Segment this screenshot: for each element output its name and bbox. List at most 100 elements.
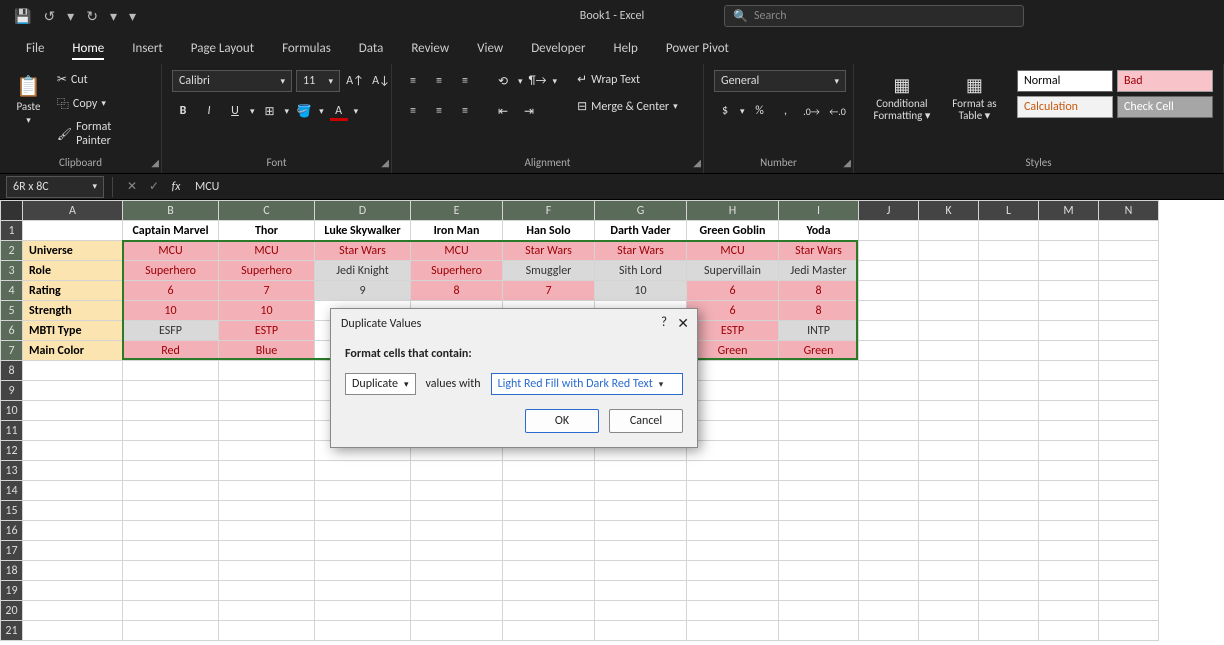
cell[interactable] <box>919 361 979 381</box>
cell[interactable] <box>919 501 979 521</box>
cell[interactable] <box>1039 621 1099 641</box>
select-all-corner[interactable] <box>1 201 23 221</box>
cell[interactable] <box>123 381 219 401</box>
cell[interactable]: Captain Marvel <box>123 221 219 241</box>
tab-insert[interactable]: Insert <box>118 35 177 62</box>
cell[interactable] <box>23 381 123 401</box>
row-header[interactable]: 4 <box>1 281 23 301</box>
dialog-launcher-icon[interactable]: ◢ <box>693 156 701 169</box>
cell[interactable] <box>859 301 919 321</box>
cell[interactable] <box>919 221 979 241</box>
cell[interactable] <box>123 541 219 561</box>
percent-icon[interactable]: % <box>749 100 771 122</box>
row-header[interactable]: 18 <box>1 561 23 581</box>
cell[interactable]: 8 <box>411 281 503 301</box>
cell[interactable] <box>919 581 979 601</box>
cell[interactable] <box>919 401 979 421</box>
align-middle-icon[interactable]: ≡ <box>428 70 450 92</box>
tab-help[interactable]: Help <box>599 35 651 62</box>
cell[interactable] <box>219 621 315 641</box>
cell[interactable] <box>1099 401 1159 421</box>
cell[interactable] <box>503 501 595 521</box>
column-header[interactable]: A <box>23 201 123 221</box>
cell[interactable] <box>979 381 1039 401</box>
border-button[interactable]: ⊞ <box>259 100 281 122</box>
cell[interactable] <box>1039 341 1099 361</box>
format-style-select[interactable]: Light Red Fill with Dark Red Text▾ <box>491 373 683 395</box>
cell[interactable] <box>1099 461 1159 481</box>
font-color-button[interactable]: A <box>328 100 350 122</box>
cell[interactable] <box>23 461 123 481</box>
cell[interactable] <box>779 441 859 461</box>
cut-button[interactable]: ✂Cut <box>53 70 151 89</box>
cell[interactable] <box>779 361 859 381</box>
cell[interactable] <box>1039 221 1099 241</box>
cell[interactable] <box>1099 221 1159 241</box>
cell[interactable] <box>1039 261 1099 281</box>
cell[interactable]: Superhero <box>219 261 315 281</box>
cell[interactable] <box>411 541 503 561</box>
cell[interactable]: Role <box>23 261 123 281</box>
cell[interactable] <box>1099 521 1159 541</box>
column-header[interactable]: G <box>595 201 687 221</box>
cell[interactable] <box>503 561 595 581</box>
cell[interactable] <box>979 401 1039 421</box>
format-as-table-button[interactable]: ▦ Format as Table ▾ <box>946 70 1003 126</box>
cell[interactable]: Iron Man <box>411 221 503 241</box>
tab-formulas[interactable]: Formulas <box>268 35 345 62</box>
cell[interactable] <box>315 581 411 601</box>
column-header[interactable]: I <box>779 201 859 221</box>
cell[interactable] <box>979 281 1039 301</box>
italic-button[interactable]: I <box>198 100 220 122</box>
cell[interactable] <box>123 441 219 461</box>
cell[interactable] <box>687 581 779 601</box>
cell[interactable]: Han Solo <box>503 221 595 241</box>
cell[interactable] <box>1039 521 1099 541</box>
cell[interactable] <box>687 361 779 381</box>
cell[interactable] <box>779 561 859 581</box>
align-bottom-icon[interactable]: ≡ <box>454 70 476 92</box>
cell[interactable] <box>23 441 123 461</box>
cell[interactable] <box>919 301 979 321</box>
cell[interactable]: ESFP <box>123 321 219 341</box>
cell[interactable] <box>779 541 859 561</box>
cell[interactable] <box>1099 501 1159 521</box>
cell[interactable] <box>859 601 919 621</box>
cell[interactable] <box>503 481 595 501</box>
cell[interactable] <box>23 621 123 641</box>
cell[interactable] <box>687 521 779 541</box>
row-header[interactable]: 10 <box>1 401 23 421</box>
cell[interactable] <box>859 561 919 581</box>
qat-save[interactable]: 💾 <box>10 6 35 27</box>
cell[interactable]: Green Goblin <box>687 221 779 241</box>
dialog-launcher-icon[interactable]: ◢ <box>843 156 851 169</box>
cell[interactable]: 10 <box>219 301 315 321</box>
duplicate-type-select[interactable]: Duplicate▾ <box>345 373 416 395</box>
cell[interactable]: Jedi Knight <box>315 261 411 281</box>
decrease-decimal-icon[interactable]: ←.0 <box>827 100 849 122</box>
cell[interactable]: Universe <box>23 241 123 261</box>
cell[interactable] <box>595 561 687 581</box>
cell[interactable] <box>779 501 859 521</box>
name-box[interactable]: 6R x 8C▾ <box>6 176 104 198</box>
cell[interactable] <box>779 381 859 401</box>
cell[interactable] <box>859 541 919 561</box>
cell[interactable] <box>411 501 503 521</box>
cell[interactable] <box>919 441 979 461</box>
cell[interactable] <box>595 581 687 601</box>
tab-power-pivot[interactable]: Power Pivot <box>652 35 743 62</box>
cell[interactable] <box>919 621 979 641</box>
cell[interactable] <box>315 501 411 521</box>
row-header[interactable]: 6 <box>1 321 23 341</box>
paste-button[interactable]: 📋 Paste ▾ <box>10 70 47 130</box>
cell[interactable] <box>411 621 503 641</box>
column-header[interactable]: K <box>919 201 979 221</box>
cell[interactable] <box>503 621 595 641</box>
cell[interactable] <box>1039 581 1099 601</box>
cell[interactable] <box>123 621 219 641</box>
cell[interactable] <box>979 561 1039 581</box>
cell[interactable] <box>1039 461 1099 481</box>
tab-page-layout[interactable]: Page Layout <box>177 35 268 62</box>
dialog-help-icon[interactable]: ? <box>661 315 667 330</box>
cell[interactable] <box>411 601 503 621</box>
